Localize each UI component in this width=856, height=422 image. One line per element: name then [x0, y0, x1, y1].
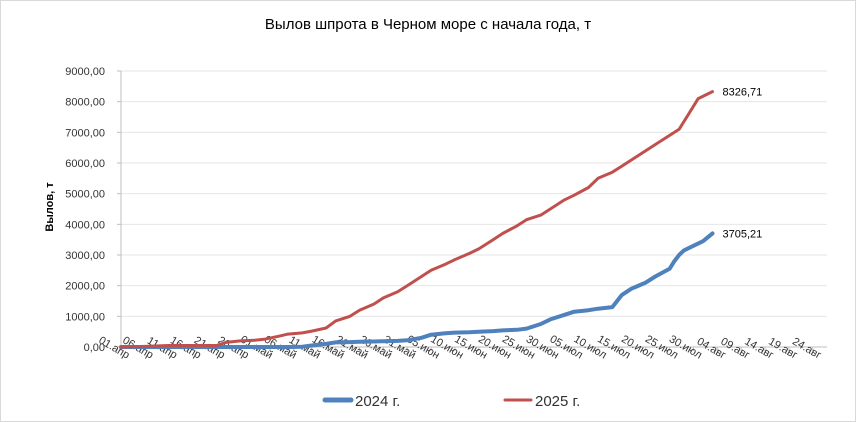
y-gridlines	[121, 70, 827, 317]
series-line-1	[119, 90, 714, 349]
end-data-label-0: 3705,21	[723, 228, 763, 240]
y-axis-label: Вылов, т	[44, 182, 56, 232]
end-data-label-1: 8326,71	[723, 87, 763, 99]
series-layer	[119, 90, 715, 349]
y-tick-label: 0,00	[84, 342, 105, 354]
y-tick-label: 9000,00	[65, 66, 105, 78]
y-tick-label: 7000,00	[65, 127, 105, 139]
y-tick-label: 3000,00	[65, 250, 105, 262]
y-tick-label: 2000,00	[65, 281, 105, 293]
y-tick-label: 5000,00	[65, 189, 105, 201]
legend-label-1: 2025 г.	[535, 393, 580, 410]
legend: 2024 г. 2025 г.	[322, 393, 580, 410]
y-tick-label: 6000,00	[65, 158, 105, 170]
series-line-0	[119, 231, 715, 349]
legend-label-0: 2024 г.	[355, 393, 400, 410]
y-tick-label: 4000,00	[65, 219, 105, 231]
end-labels: 3705,21 8326,71	[723, 87, 763, 241]
chart-title: Вылов шпрота в Черном море с начала года…	[265, 16, 591, 33]
y-tick-label: 8000,00	[65, 97, 105, 109]
y-axis-ticks: 0,00 1000,00 2000,00 3000,00 4000,00 5000,00 6…	[65, 66, 121, 354]
y-tick-label: 1000,00	[65, 311, 105, 323]
